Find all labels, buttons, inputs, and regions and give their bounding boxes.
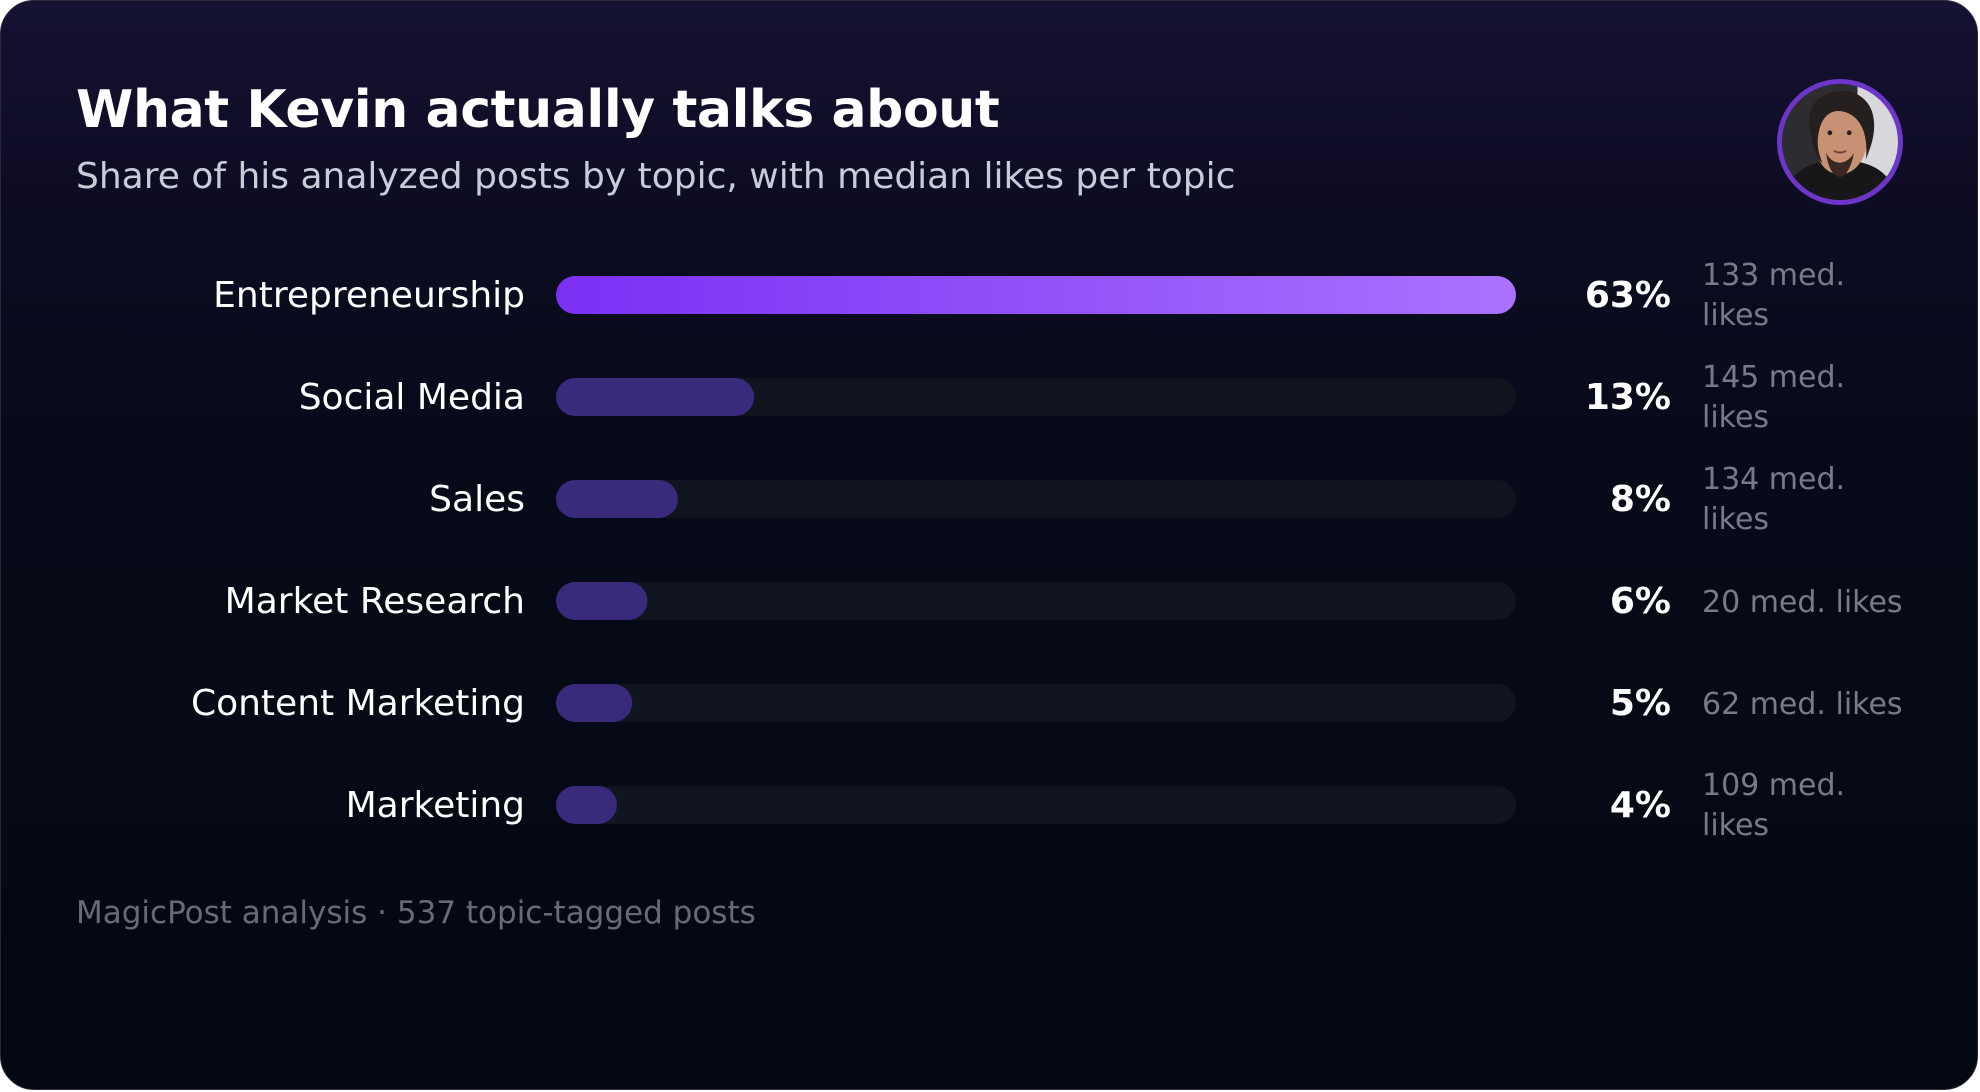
- percent-data-label: 13%: [1585, 377, 1671, 418]
- bar-row: Entrepreneurship 63% 133 med. likes: [213, 258, 1845, 333]
- data-bar: [556, 276, 1516, 314]
- data-bar: [556, 684, 633, 722]
- median-likes-label: 134 med. likes: [1702, 462, 1845, 537]
- median-likes-label: 133 med. likes: [1702, 258, 1845, 333]
- percent-data-label: 6%: [1610, 581, 1671, 622]
- bar-row: Social Media 13% 145 med. likes: [299, 360, 1845, 435]
- median-likes-line: likes: [1702, 808, 1769, 843]
- bar-track: [556, 684, 1516, 722]
- person-portrait-icon: [1782, 84, 1898, 200]
- median-likes-line: 145 med.: [1702, 360, 1845, 395]
- bar-row: Marketing 4% 109 med. likes: [346, 768, 1845, 843]
- percent-data-label: 5%: [1610, 683, 1671, 724]
- median-likes-label: 109 med. likes: [1702, 768, 1845, 843]
- category-label: Content Marketing: [191, 683, 525, 724]
- data-bar: [556, 582, 648, 620]
- bar-row: Content Marketing 5% 62 med. likes: [191, 683, 1903, 724]
- median-likes-line: likes: [1702, 502, 1769, 537]
- bar-track: [556, 480, 1516, 518]
- median-likes-label: 20 med. likes: [1702, 585, 1903, 620]
- bar-track: [556, 582, 1516, 620]
- data-bar: [556, 480, 678, 518]
- chart-footer: MagicPost analysis · 537 topic-tagged po…: [76, 895, 756, 931]
- median-likes-line: 134 med.: [1702, 462, 1845, 497]
- percent-data-label: 4%: [1610, 785, 1671, 826]
- median-likes-line: 20 med. likes: [1702, 585, 1903, 620]
- bar-row: Sales 8% 134 med. likes: [429, 462, 1845, 537]
- bar-track: [556, 786, 1516, 824]
- data-bar: [556, 786, 617, 824]
- bar-row: Market Research 6% 20 med. likes: [225, 581, 1903, 622]
- category-label: Market Research: [225, 581, 525, 622]
- median-likes-line: 62 med. likes: [1702, 687, 1903, 722]
- median-likes-label: 62 med. likes: [1702, 687, 1903, 722]
- chart-title: What Kevin actually talks about: [76, 80, 1000, 140]
- median-likes-line: likes: [1702, 400, 1769, 435]
- median-likes-line: 109 med.: [1702, 768, 1845, 803]
- chart-subtitle: Share of his analyzed posts by topic, wi…: [76, 156, 1236, 197]
- category-label: Marketing: [346, 785, 525, 826]
- percent-data-label: 8%: [1610, 479, 1671, 520]
- category-label: Sales: [429, 479, 525, 520]
- percent-data-label: 63%: [1585, 275, 1671, 316]
- median-likes-label: 145 med. likes: [1702, 360, 1845, 435]
- profile-avatar: [1777, 79, 1903, 205]
- data-bar: [556, 378, 755, 416]
- bar-track: [556, 378, 1516, 416]
- category-label: Entrepreneurship: [213, 275, 525, 316]
- median-likes-line: likes: [1702, 298, 1769, 333]
- median-likes-line: 133 med.: [1702, 258, 1845, 293]
- category-label: Social Media: [299, 377, 525, 418]
